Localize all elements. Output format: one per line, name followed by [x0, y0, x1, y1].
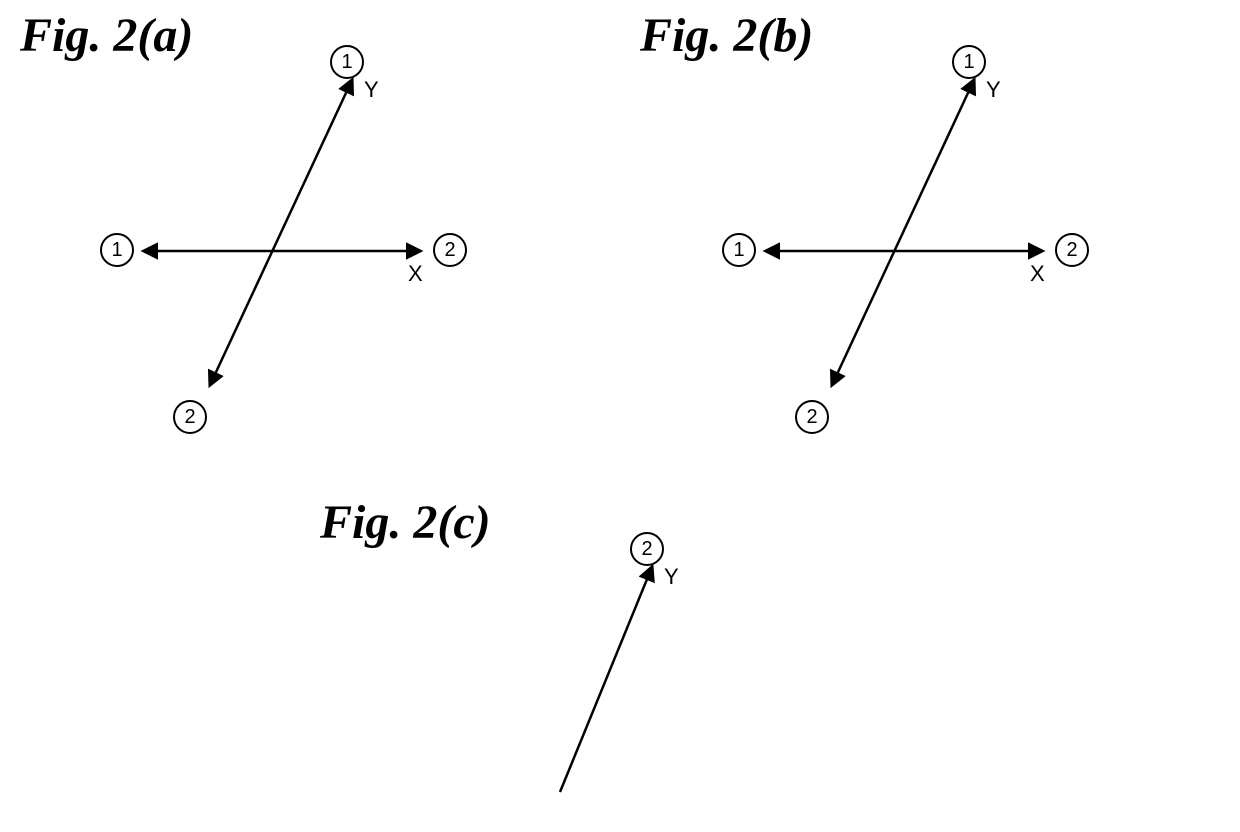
- fig-2a-node-left: 1: [100, 233, 134, 267]
- fig-2a-node-right: 2: [433, 233, 467, 267]
- fig-2b-node-right: 2: [1055, 233, 1089, 267]
- fig-2b-node-top: 1: [952, 45, 986, 79]
- fig-2c-y-label: Y: [664, 564, 679, 590]
- fig-2b-node-left: 1: [722, 233, 756, 267]
- fig-2c-node-top: 2: [630, 532, 664, 566]
- fig-2a-y-label: Y: [364, 77, 379, 103]
- fig-2a-node-bottom: 2: [173, 400, 207, 434]
- fig-2a-x-label: X: [408, 261, 423, 287]
- fig-2c-axes: [430, 532, 790, 832]
- fig-2b-y-label: Y: [986, 77, 1001, 103]
- fig-2b-node-bottom: 2: [795, 400, 829, 434]
- fig-2b-x-label: X: [1030, 261, 1045, 287]
- fig-2a-node-top: 1: [330, 45, 364, 79]
